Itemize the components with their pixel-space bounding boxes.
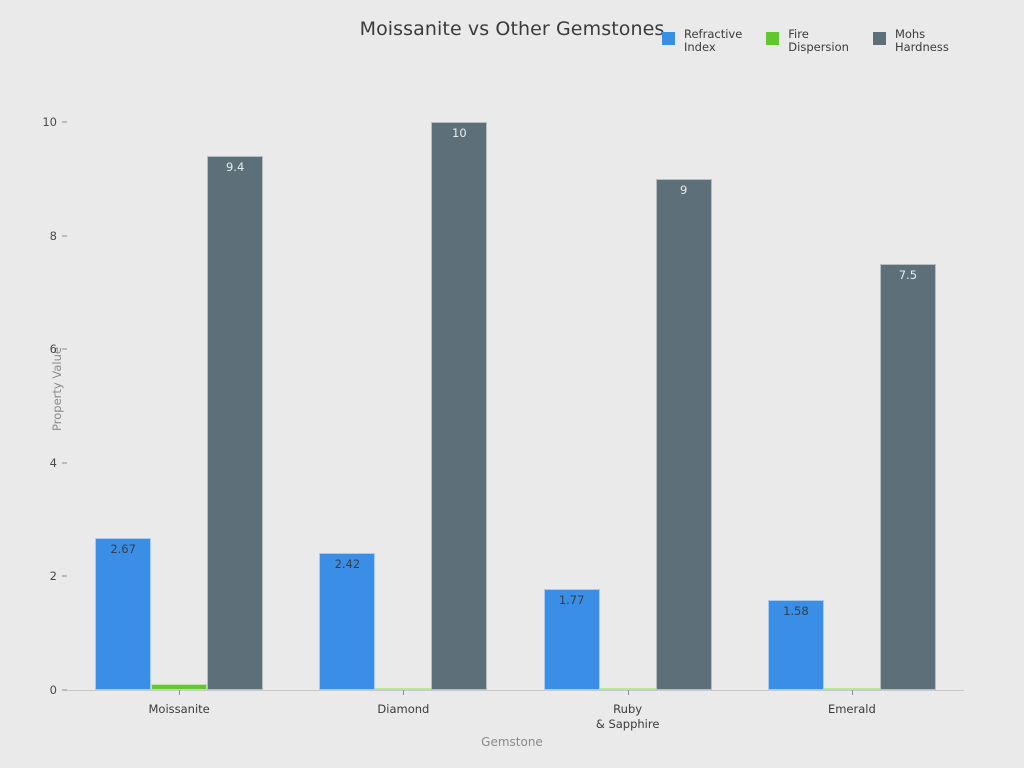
bar[interactable]: 9 (655, 178, 712, 690)
bar-group: 1.58 7.5 Emerald (740, 88, 964, 716)
plot-area: Property Value 0 2 4 6 8 10 2.67 9.4 Moissanite 2… (42, 88, 964, 731)
y-axis-tick-mark (62, 462, 67, 464)
bar[interactable] (599, 688, 656, 690)
y-axis-tick-mark (62, 689, 67, 691)
x-axis-tick-label: Moissanite (148, 702, 210, 716)
bar[interactable]: 7.5 (879, 264, 936, 690)
bar[interactable] (375, 687, 432, 690)
bar-value-label: 9.4 (225, 160, 245, 175)
x-axis-tick-mark (403, 690, 405, 695)
x-axis-label: Gemstone (481, 735, 543, 749)
y-axis-tick-label: 10 (42, 115, 57, 130)
bar[interactable]: 1.77 (543, 589, 600, 690)
x-axis-tick-mark (179, 690, 181, 695)
x-axis-tick-label: Ruby & Sapphire (595, 702, 660, 731)
bar-value-label: 9 (679, 182, 688, 197)
legend-item[interactable]: Mohs Hardness (872, 27, 949, 54)
y-axis-tick-label: 6 (49, 342, 57, 357)
y-axis-tick-label: 8 (49, 228, 57, 243)
bar-value-label: 7.5 (898, 268, 918, 283)
bar-group: 2.67 9.4 Moissanite (67, 88, 291, 716)
y-axis-tick-mark (62, 235, 67, 237)
x-axis-tick-mark (851, 690, 853, 695)
legend-label: Mohs Hardness (894, 27, 949, 54)
bar[interactable] (151, 684, 208, 690)
bar[interactable]: 1.58 (767, 600, 824, 690)
legend-item[interactable]: Refractive Index (662, 28, 742, 54)
legend-item[interactable]: Fire Dispersion (766, 28, 849, 54)
x-axis-tick-label: Emerald (827, 702, 876, 716)
y-axis-tick-label: 4 (49, 455, 57, 470)
y-axis-tick-mark (62, 121, 67, 123)
y-axis-tick-label: 0 (49, 683, 57, 697)
y-axis-label: Property Value (49, 347, 64, 431)
x-axis-tick-label: Diamond (377, 702, 430, 716)
bar-value-label: 1.77 (558, 593, 585, 608)
bar-value-label: 10 (452, 126, 467, 141)
legend-swatch-icon (662, 32, 675, 45)
legend-label: Refractive Index (684, 27, 743, 54)
bar[interactable]: 9.4 (207, 156, 264, 690)
y-axis-tick-mark (62, 348, 67, 350)
bar-value-label: 1.58 (783, 604, 809, 619)
chart-legend: Refractive Index Fire Dispersion Mohs Hard… (662, 28, 949, 54)
x-axis-line (67, 690, 964, 691)
legend-label: Fire Dispersion (788, 27, 849, 54)
legend-swatch-icon (872, 32, 886, 45)
bar-value-label: 2.67 (110, 542, 136, 557)
bar[interactable] (823, 688, 880, 690)
bar-group: 2.42 10 Diamond (291, 88, 515, 716)
y-axis-tick-label: 2 (49, 569, 57, 584)
bar[interactable]: 10 (431, 122, 488, 690)
y-axis-tick-mark (62, 575, 67, 577)
legend-swatch-icon (766, 32, 780, 45)
bar-value-label: 2.42 (334, 556, 361, 571)
bar[interactable]: 2.42 (319, 552, 376, 690)
bar-group: 1.77 9 Ruby & Sapphire (516, 88, 740, 731)
chart-title: Moissanite vs Other Gemstones (359, 18, 665, 40)
x-axis-tick-mark (627, 690, 629, 695)
bar[interactable]: 2.67 (95, 538, 152, 690)
